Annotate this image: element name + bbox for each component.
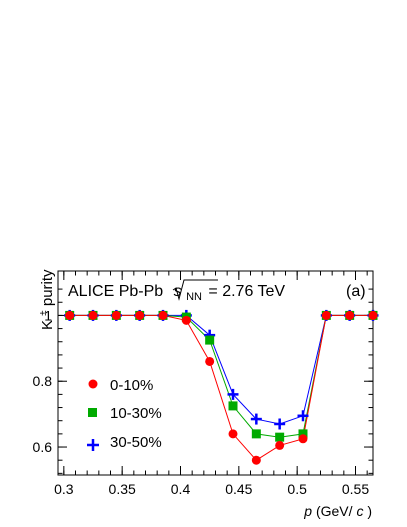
x-tick-label: 0.4 <box>171 481 191 497</box>
data-point-0-10% <box>158 310 168 320</box>
data-point-10-30% <box>298 429 308 439</box>
x-label-unit-close: ) <box>367 503 372 519</box>
x-tick-label: 0.3 <box>54 481 74 497</box>
title-energy-variable: s <box>174 283 182 300</box>
plot-frame-group <box>57 270 374 476</box>
data-point-0-10% <box>275 440 285 450</box>
series-group <box>64 309 379 465</box>
data-point-0-10% <box>251 455 261 465</box>
chart-title: ALICE Pb-Pb s NN = 2.76 TeV <box>68 283 285 304</box>
sqrt-symbol <box>172 279 218 301</box>
data-point-0-10% <box>321 310 331 320</box>
legend-label-30-50: 30-50% <box>110 434 162 451</box>
title-experiment: ALICE Pb-Pb <box>68 283 163 300</box>
data-point-10-30% <box>275 432 285 442</box>
data-point-30-50% <box>227 388 239 400</box>
plot-frame <box>57 270 374 476</box>
data-point-0-10% <box>368 310 378 320</box>
x-tick-label: 0.35 <box>109 481 136 497</box>
x-label-var: p <box>303 503 312 519</box>
legend-marker-0-10 <box>88 379 98 389</box>
data-point-10-30% <box>205 335 215 345</box>
y-tick-label: 0.6 <box>33 439 53 455</box>
data-point-0-10% <box>65 310 75 320</box>
y-label-superscript: ± <box>38 310 49 316</box>
legend-marker-10-30 <box>88 408 97 417</box>
axis-ticks: 0.3 0.35 0.4 0.45 0.5 0.55 0.6 0.8 1 <box>33 271 373 497</box>
legend-label-0-10: 0-10% <box>110 377 153 394</box>
y-tick-label: 0.8 <box>33 373 53 389</box>
title-energy-subscript: NN <box>186 291 202 303</box>
data-point-0-10% <box>135 310 145 320</box>
y-label-base: K <box>39 320 56 330</box>
x-tick-label: 0.55 <box>342 481 369 497</box>
x-label-unit-open: (GeV/ <box>316 503 353 519</box>
legend: 0-10% 10-30% 30-50% <box>87 377 162 451</box>
data-point-10-30% <box>228 401 238 411</box>
x-axis-label: p (GeV/ c ) <box>303 503 372 519</box>
x-tick-label: 0.45 <box>225 481 252 497</box>
y-axis-label: K ± purity <box>33 269 56 330</box>
data-point-30-50% <box>274 418 286 430</box>
data-point-0-10% <box>298 434 308 444</box>
legend-marker-30-50 <box>87 439 99 451</box>
data-point-30-50% <box>297 410 309 422</box>
panel-label: (a) <box>346 283 366 300</box>
y-tick-label: 1 <box>44 307 52 323</box>
data-point-0-10% <box>228 429 238 439</box>
data-point-0-10% <box>88 310 98 320</box>
data-point-0-10% <box>181 315 191 325</box>
data-point-10-30% <box>251 429 261 439</box>
data-point-30-50% <box>250 413 262 425</box>
x-label-unit-var: c <box>356 503 363 519</box>
data-point-0-10% <box>345 310 355 320</box>
data-point-0-10% <box>111 310 121 320</box>
x-tick-label: 0.5 <box>287 481 307 497</box>
y-label-rest: purity <box>39 269 56 306</box>
title-energy-value: = 2.76 TeV <box>208 283 285 300</box>
legend-label-10-30: 10-30% <box>110 405 162 422</box>
data-point-0-10% <box>205 356 215 366</box>
